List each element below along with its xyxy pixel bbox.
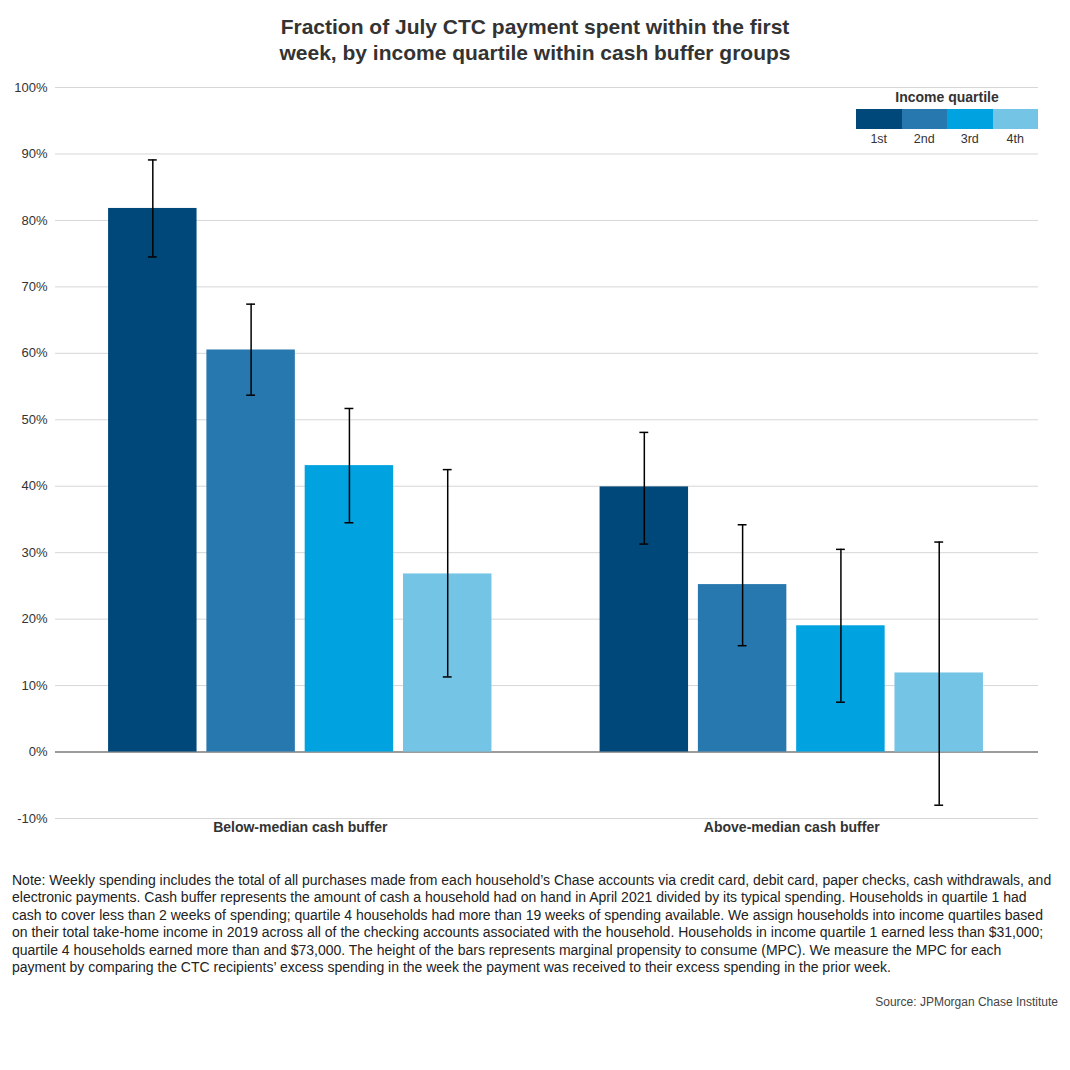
svg-text:10%: 10% (21, 677, 47, 692)
html-text:1st: 1st (870, 131, 888, 146)
html-text:Note: Weekly spending includes: Note: Weekly spending includes the total… (12, 871, 1052, 975)
svg-text:50%: 50% (21, 411, 47, 426)
svg-text:-10%: -10% (17, 810, 48, 825)
svg-text:60%: 60% (21, 345, 47, 360)
svg-text:70%: 70% (21, 279, 47, 294)
svg-text:100%: 100% (14, 79, 48, 94)
html-text:Fraction of July CTC payment s: Fraction of July CTC payment spent withi… (279, 15, 791, 65)
svg-text:Above-median cash buffer: Above-median cash buffer (704, 819, 880, 835)
html-text:3rd: 3rd (960, 131, 979, 146)
svg-text:30%: 30% (21, 544, 47, 559)
html-text:4th: 4th (1006, 131, 1024, 146)
svg-text:90%: 90% (21, 146, 47, 161)
html-text:Income quartile: Income quartile (895, 88, 999, 105)
svg-text:80%: 80% (21, 212, 47, 227)
html-text:2nd: 2nd (913, 131, 935, 146)
svg-text:Below-median cash buffer: Below-median cash buffer (213, 819, 388, 835)
svg-text:0%: 0% (29, 744, 48, 759)
html-text:Source: JPMorgan Chase Institu: Source: JPMorgan Chase Institute (875, 994, 1058, 1009)
svg-text:40%: 40% (21, 478, 47, 493)
svg-text:20%: 20% (21, 611, 47, 626)
